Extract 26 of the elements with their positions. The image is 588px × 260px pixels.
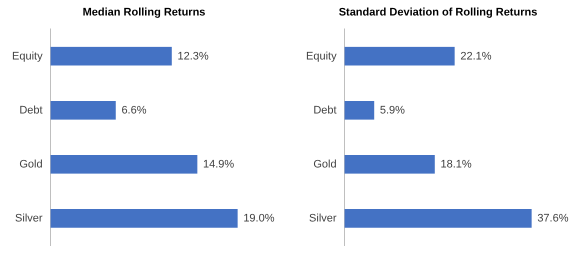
y-tick-label: Debt <box>313 104 337 116</box>
y-tick-label: Gold <box>19 158 43 170</box>
data-label: 14.9% <box>203 158 234 170</box>
bar <box>344 209 532 228</box>
y-tick-label: Gold <box>313 158 337 170</box>
y-tick-label: Equity <box>306 50 338 62</box>
bar <box>344 46 455 66</box>
chart-title: Median Rolling Returns <box>82 6 206 19</box>
bar <box>50 154 198 174</box>
bar <box>344 154 435 174</box>
y-tick-label: Silver <box>309 212 337 224</box>
chart-title: Standard Deviation of Rolling Returns <box>338 6 538 19</box>
y-tick-label: Silver <box>15 212 43 224</box>
bar <box>344 100 374 120</box>
data-label: 18.1% <box>440 158 472 170</box>
data-label: 19.0% <box>243 212 275 224</box>
bar <box>50 209 238 228</box>
data-label: 37.6% <box>537 212 569 224</box>
bar <box>50 46 172 66</box>
data-label: 22.1% <box>460 50 492 62</box>
data-label: 6.6% <box>121 104 147 116</box>
y-tick-label: Equity <box>12 50 44 62</box>
bar <box>50 100 116 120</box>
data-label: 12.3% <box>177 50 209 62</box>
data-label: 5.9% <box>380 104 406 116</box>
y-tick-label: Debt <box>19 104 43 116</box>
